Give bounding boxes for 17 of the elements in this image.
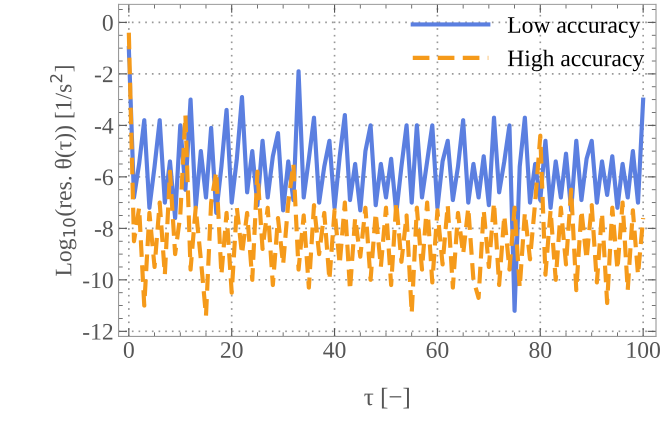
- x-axis-title: τ [−]: [364, 388, 409, 408]
- y-tick-label: -6: [94, 169, 113, 186]
- y-tick-label: -8: [94, 220, 113, 237]
- x-tick-label: 80: [529, 342, 552, 358]
- y-tick-label: -4: [94, 118, 114, 134]
- x-tick-label: 20: [220, 342, 243, 358]
- x-tick-label: 0: [124, 342, 134, 358]
- legend-label: High accuracy: [508, 50, 644, 72]
- legend-label: Low accuracy: [508, 17, 640, 38]
- y-tick-label: -12: [83, 324, 112, 340]
- y-tick-label: -2: [94, 66, 112, 82]
- y-tick-label: -10: [83, 272, 113, 288]
- y-axis-title: Log$_{10}$(res. θ(τ)) [1/s$^{2}$]: [50, 66, 76, 276]
- x-tick-label: 60: [426, 342, 448, 358]
- x-tick-label: 100: [628, 342, 660, 358]
- y-tick-label: 0: [102, 14, 113, 31]
- x-tick-label: 40: [323, 342, 346, 358]
